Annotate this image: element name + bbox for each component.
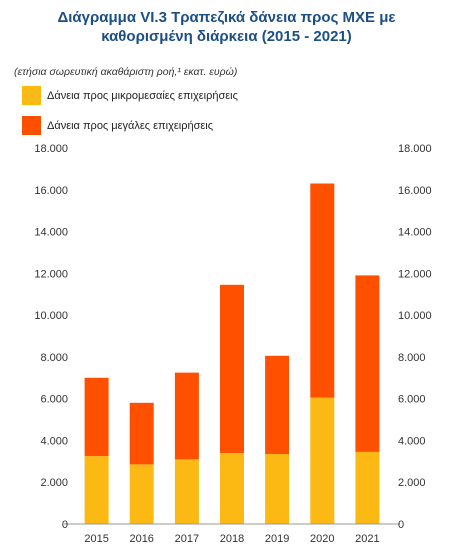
- y-tick-label-left: 10.000: [34, 310, 68, 322]
- bar-large-2016: [129, 402, 154, 465]
- y-tick-label-right: 18.000: [398, 143, 432, 155]
- legend-swatch-small-medium: [22, 86, 41, 105]
- bar-large-2020: [310, 183, 335, 398]
- bar-small-medium-2019: [265, 454, 290, 524]
- legend-label-large: Δάνεια προς μεγάλες επιχειρήσεις: [47, 119, 214, 132]
- y-tick-label-right: 0: [398, 519, 404, 531]
- bar-small-medium-2017: [174, 459, 199, 524]
- x-tick-label-2016: 2016: [129, 533, 153, 545]
- x-tick-label-2019: 2019: [265, 533, 289, 545]
- x-tick-label-2018: 2018: [220, 533, 244, 545]
- bar-large-2019: [265, 355, 290, 454]
- bars-group: [84, 183, 380, 524]
- bar-small-medium-2021: [355, 451, 380, 524]
- bar-large-2017: [174, 372, 199, 460]
- bar-large-2021: [355, 275, 380, 452]
- bar-small-medium-2018: [220, 453, 244, 524]
- y-tick-label-right: 10.000: [398, 310, 432, 322]
- y-tick-label-left: 6.000: [40, 394, 68, 406]
- y-tick-label-left: 12.000: [34, 268, 68, 280]
- y-tick-label-left: 18.000: [34, 143, 68, 155]
- y-tick-label-right: 2.000: [398, 477, 426, 489]
- y-tick-label-left: 8.000: [40, 352, 68, 364]
- y-tick-label-right: 16.000: [398, 185, 432, 197]
- chart-title-line-1: Διάγραμμα VI.3 Τραπεζικά δάνεια προς ΜΧΕ…: [57, 9, 396, 26]
- y-tick-label-right: 4.000: [398, 435, 426, 447]
- bar-small-medium-2015: [84, 456, 109, 524]
- y-tick-label-right: 8.000: [398, 352, 426, 364]
- y-tick-label-left: 2.000: [40, 477, 68, 489]
- bar-small-medium-2020: [310, 397, 335, 524]
- chart-title: Διάγραμμα VI.3 Τραπεζικά δάνεια προς ΜΧΕ…: [0, 8, 453, 46]
- y-tick-label-right: 6.000: [398, 394, 426, 406]
- y-tick-label-left: 16.000: [34, 185, 68, 197]
- y-tick-label-right: 12.000: [398, 268, 432, 280]
- x-tick-label-2021: 2021: [355, 533, 379, 545]
- bar-large-2018: [220, 284, 244, 453]
- axes-group: 2015 2016 2017 2018 2019 2020 2021 0 0 2.000 2.000…: [34, 143, 431, 545]
- x-tick-label-2015: 2015: [84, 533, 108, 545]
- legend-item-large: Δάνεια προς μεγάλες επιχειρήσεις: [22, 116, 238, 135]
- chart-subtitle: (ετήσια σωρευτική ακαθάριστη ροή,¹ εκατ.…: [14, 66, 238, 78]
- legend-item-small-medium: Δάνεια προς μικρομεσαίες επιχειρήσεις: [22, 86, 238, 105]
- bar-small-medium-2016: [129, 464, 154, 524]
- x-tick-label-2017: 2017: [175, 533, 199, 545]
- bar-large-2015: [84, 377, 109, 457]
- chart-title-line-2: καθορισμένη διάρκεια (2015 - 2021): [101, 28, 352, 45]
- y-tick-label-left: 0: [62, 519, 68, 531]
- y-tick-label-left: 14.000: [34, 227, 68, 239]
- legend-swatch-large: [22, 116, 41, 135]
- y-tick-label-left: 4.000: [40, 435, 68, 447]
- y-tick-label-right: 14.000: [398, 227, 432, 239]
- x-tick-label-2020: 2020: [310, 533, 334, 545]
- legend-label-small-medium: Δάνεια προς μικρομεσαίες επιχειρήσεις: [47, 89, 238, 102]
- chart-legend: Δάνεια προς μικρομεσαίες επιχειρήσεις Δά…: [22, 86, 238, 146]
